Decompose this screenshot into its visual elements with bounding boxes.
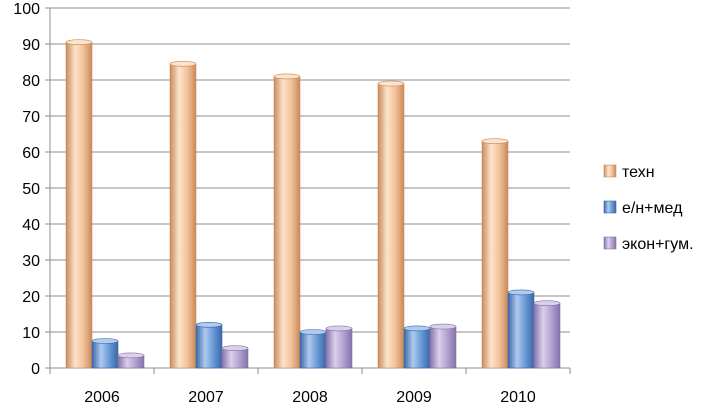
x-tick-label: 2010: [500, 389, 536, 406]
bar-2009-2: [429, 323, 457, 369]
bar-2006-1: [91, 338, 119, 369]
legend-label: экон+гум.: [622, 236, 694, 253]
legend-item: техн: [603, 164, 655, 181]
y-axis: 0 10 20 30 40 50 60 70 80 90 100: [13, 1, 51, 378]
x-tick-label: 2007: [188, 389, 224, 406]
gridlines: [50, 7, 570, 369]
y-tick-label: 10: [22, 325, 40, 342]
bar-2007-0: [169, 60, 197, 369]
bar-2007-2: [221, 345, 249, 369]
x-axis: 2006 2007 2008 2009 2010: [49, 367, 571, 406]
bar-2008-1: [299, 329, 327, 369]
legend-label: техн: [622, 164, 655, 181]
y-tick-label: 0: [31, 361, 40, 378]
legend-label: е/н+мед: [622, 200, 683, 217]
y-tick-label: 90: [22, 37, 40, 54]
legend-item: е/н+мед: [603, 200, 683, 217]
legend-swatch: [603, 236, 617, 250]
bar-2006-2: [117, 352, 145, 369]
bar-2006-0: [65, 39, 93, 369]
y-tick-label: 60: [22, 145, 40, 162]
bars: [65, 39, 561, 369]
y-tick-label: 40: [22, 217, 40, 234]
y-tick-label: 30: [22, 253, 40, 270]
x-tick-label: 2006: [84, 389, 120, 406]
bar-2008-2: [325, 325, 353, 369]
y-tick-label: 20: [22, 289, 40, 306]
y-tick-label: 100: [13, 1, 40, 18]
bar-2009-0: [377, 80, 405, 369]
legend: техн е/н+мед экон+гум.: [603, 164, 694, 253]
bar-2010-2: [533, 300, 561, 369]
bar-2007-1: [195, 321, 223, 369]
bar-2010-1: [507, 289, 535, 369]
x-tick-label: 2008: [292, 389, 328, 406]
bar-2009-1: [403, 325, 431, 369]
legend-swatch: [603, 164, 617, 178]
legend-swatch: [603, 200, 617, 214]
y-tick-label: 70: [22, 109, 40, 126]
bar-2008-0: [273, 73, 301, 369]
x-tick-label: 2009: [396, 389, 432, 406]
legend-item: экон+гум.: [603, 236, 694, 253]
y-tick-label: 50: [22, 181, 40, 198]
bar-2010-0: [481, 138, 509, 369]
y-tick-label: 80: [22, 73, 40, 90]
